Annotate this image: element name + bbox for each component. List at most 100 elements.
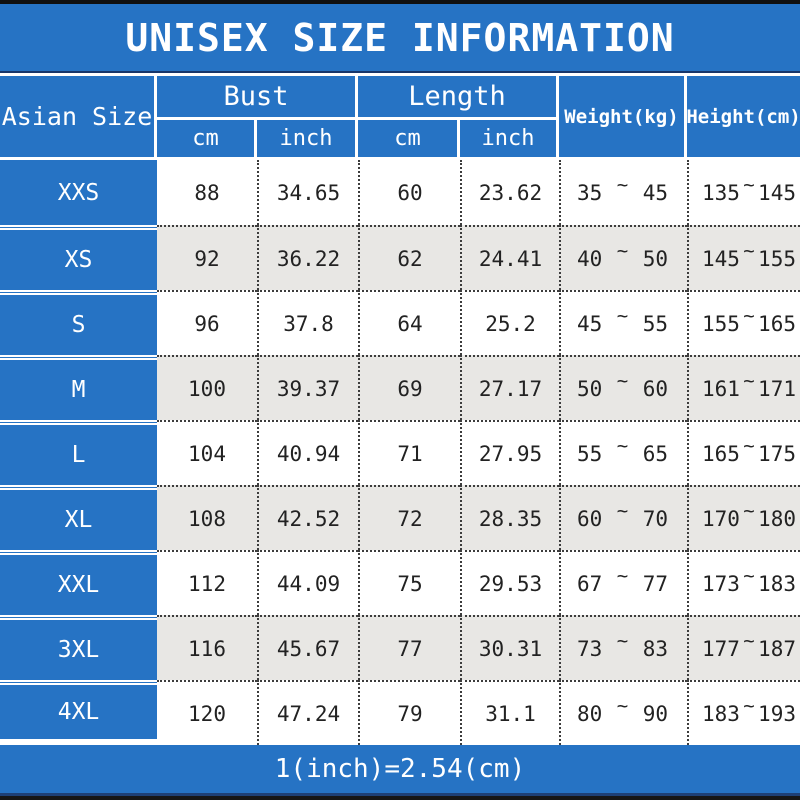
bust-inch-value: 36.22 — [257, 225, 358, 290]
size-label: S — [0, 290, 157, 355]
length-cm-value: 69 — [358, 355, 460, 420]
tilde-separator: ~ — [616, 434, 629, 457]
range-min: 177 — [702, 636, 740, 661]
bust-inch-value: 40.94 — [257, 420, 358, 485]
bust-inch-value: 42.52 — [257, 485, 358, 550]
range-max: 183 — [758, 571, 796, 596]
weight-range: 35 ~45 — [559, 160, 687, 225]
tilde-separator: ~ — [743, 694, 755, 717]
header-length: Length — [358, 76, 559, 120]
length-inch-value: 24.41 — [460, 225, 559, 290]
weight-range: 50 ~60 — [559, 355, 687, 420]
tilde-separator: ~ — [743, 369, 755, 392]
weight-range: 60 ~70 — [559, 485, 687, 550]
range-min: 173 — [702, 571, 740, 596]
weight-range: 80 ~90 — [559, 680, 687, 745]
range-min: 35 — [577, 180, 603, 205]
tilde-separator: ~ — [743, 239, 755, 262]
height-range: 177 ~187 — [687, 615, 800, 680]
tilde-separator: ~ — [743, 564, 755, 587]
length-inch-value: 29.53 — [460, 550, 559, 615]
tilde-separator: ~ — [616, 369, 629, 392]
range-max: 65 — [642, 441, 668, 466]
tilde-separator: ~ — [743, 434, 755, 457]
range-max: 55 — [642, 311, 668, 336]
range-min: 45 — [577, 311, 603, 336]
height-range: 173 ~183 — [687, 550, 800, 615]
range-min: 135 — [702, 180, 740, 205]
range-max: 83 — [642, 636, 668, 661]
table-body: XXS 88 34.65 60 23.62 35 ~45 135 ~145 XS 9… — [0, 160, 800, 745]
range-max: 155 — [758, 246, 796, 271]
range-max: 50 — [642, 246, 668, 271]
height-range: 183 ~193 — [687, 680, 800, 745]
range-min: 145 — [702, 246, 740, 271]
bust-cm-value: 120 — [157, 680, 257, 745]
header-weight: Weight(kg) — [559, 76, 687, 157]
range-min: 73 — [577, 636, 603, 661]
size-label: XXL — [0, 550, 157, 615]
range-max: 145 — [758, 180, 796, 205]
length-cm-value: 64 — [358, 290, 460, 355]
tilde-separator: ~ — [616, 629, 629, 652]
range-max: 193 — [758, 701, 796, 726]
range-max: 90 — [642, 701, 668, 726]
top-border — [0, 0, 800, 4]
bust-inch-value: 47.24 — [257, 680, 358, 745]
range-min: 165 — [702, 441, 740, 466]
length-cm-value: 71 — [358, 420, 460, 485]
range-min: 50 — [577, 376, 603, 401]
range-min: 170 — [702, 506, 740, 531]
length-cm-value: 77 — [358, 615, 460, 680]
header-length-inch: inch — [460, 120, 559, 157]
height-range: 145 ~155 — [687, 225, 800, 290]
bust-cm-value: 92 — [157, 225, 257, 290]
range-max: 175 — [758, 441, 796, 466]
tilde-separator: ~ — [616, 694, 629, 717]
weight-range: 67 ~77 — [559, 550, 687, 615]
size-label: 4XL — [0, 680, 157, 745]
bust-inch-value: 37.8 — [257, 290, 358, 355]
table-header: Asian Size Bust Length Weight(kg) Height… — [0, 73, 800, 160]
bust-cm-value: 100 — [157, 355, 257, 420]
length-cm-value: 72 — [358, 485, 460, 550]
range-max: 165 — [758, 311, 796, 336]
height-range: 161 ~171 — [687, 355, 800, 420]
size-label: XS — [0, 225, 157, 290]
length-cm-value: 62 — [358, 225, 460, 290]
size-label: L — [0, 420, 157, 485]
length-inch-value: 25.2 — [460, 290, 559, 355]
bust-inch-value: 45.67 — [257, 615, 358, 680]
bust-inch-value: 44.09 — [257, 550, 358, 615]
length-inch-value: 27.17 — [460, 355, 559, 420]
length-inch-value: 27.95 — [460, 420, 559, 485]
header-height: Height(cm) — [686, 76, 800, 157]
bust-inch-value: 34.65 — [257, 160, 358, 225]
tilde-separator: ~ — [743, 304, 755, 327]
range-min: 67 — [577, 571, 603, 596]
length-inch-value: 23.62 — [460, 160, 559, 225]
tilde-separator: ~ — [616, 239, 629, 262]
bust-inch-value: 39.37 — [257, 355, 358, 420]
page-title: UNISEX SIZE INFORMATION — [0, 4, 800, 73]
weight-range: 40 ~50 — [559, 225, 687, 290]
range-max: 77 — [642, 571, 668, 596]
conversion-note: 1(inch)=2.54(cm) — [274, 754, 526, 784]
bust-cm-value: 104 — [157, 420, 257, 485]
header-bust: Bust — [157, 76, 358, 120]
bust-cm-value: 88 — [157, 160, 257, 225]
range-max: 70 — [642, 506, 668, 531]
length-inch-value: 28.35 — [460, 485, 559, 550]
length-cm-value: 79 — [358, 680, 460, 745]
tilde-separator: ~ — [616, 304, 629, 327]
size-label: XXS — [0, 160, 157, 225]
tilde-separator: ~ — [743, 499, 755, 522]
header-bust-inch: inch — [257, 120, 358, 157]
weight-range: 45 ~55 — [559, 290, 687, 355]
header-length-cm: cm — [358, 120, 460, 157]
range-max: 171 — [758, 376, 796, 401]
size-label: 3XL — [0, 615, 157, 680]
range-min: 155 — [702, 311, 740, 336]
length-cm-value: 75 — [358, 550, 460, 615]
height-range: 135 ~145 — [687, 160, 800, 225]
